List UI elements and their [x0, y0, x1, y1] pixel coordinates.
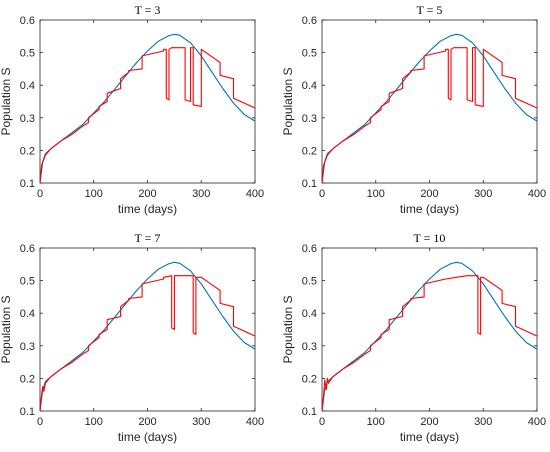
- y-tick-label: 0.2: [302, 145, 317, 157]
- subplot-4: 0 100 200 300 400 0.1 0.2 0.3 0.4 0.5 0.6 T = 10 tim…: [281, 231, 546, 444]
- series-line-red: [39, 47, 256, 184]
- y-tick-label: 0.4: [20, 308, 35, 320]
- subplot-title: T = 3: [135, 3, 161, 17]
- y-tick-label: 0.3: [20, 341, 35, 353]
- series-line-blue: [39, 261, 256, 412]
- x-tick-label: 400: [246, 188, 264, 200]
- x-tick-label: 400: [528, 188, 546, 200]
- x-tick-label: 200: [138, 188, 156, 200]
- x-tick-label: 100: [85, 188, 103, 200]
- x-tick-label: 400: [246, 416, 264, 428]
- subplot-2: 0 100 200 300 400 0.1 0.2 0.3 0.4 0.5 0.6 T = 5 time…: [281, 3, 546, 216]
- axes-box: [39, 247, 256, 412]
- x-tick-label: 0: [37, 188, 43, 200]
- series-line-red: [39, 275, 256, 412]
- y-tick-label: 0.1: [302, 178, 317, 190]
- y-tick-label: 0.5: [302, 276, 317, 288]
- x-axis-label: time (days): [118, 430, 177, 444]
- y-tick-label: 0.6: [302, 15, 317, 27]
- series-line-blue: [321, 33, 538, 184]
- y-tick-label: 0.4: [20, 80, 35, 92]
- x-tick-label: 200: [420, 416, 438, 428]
- subplot-title: T = 7: [135, 231, 161, 245]
- axes-box: [321, 247, 538, 412]
- y-tick-label: 0.5: [20, 48, 35, 60]
- subplot-title: T = 10: [414, 231, 446, 245]
- series-line-blue: [39, 33, 256, 184]
- y-tick-label: 0.5: [302, 48, 317, 60]
- y-tick-label: 0.3: [302, 113, 317, 125]
- y-tick-label: 0.6: [20, 243, 35, 255]
- x-tick-label: 200: [138, 416, 156, 428]
- subplot-1: 0 100 200 300 400 0.1 0.2 0.3 0.4 0.5 0.6 T = 3 time…: [0, 3, 264, 216]
- axes-box: [321, 19, 538, 184]
- x-tick-label: 300: [474, 188, 492, 200]
- x-tick-label: 0: [37, 416, 43, 428]
- y-axis-label: Population S: [281, 295, 295, 363]
- y-tick-label: 0.1: [20, 406, 35, 418]
- x-tick-label: 400: [528, 416, 546, 428]
- x-tick-label: 100: [85, 416, 103, 428]
- x-tick-label: 0: [319, 416, 325, 428]
- series-line-red: [321, 47, 538, 184]
- x-tick-label: 200: [420, 188, 438, 200]
- subplot-3: 0 100 200 300 400 0.1 0.2 0.3 0.4 0.5 0.6 T = 7 time…: [0, 231, 264, 444]
- x-tick-label: 0: [319, 188, 325, 200]
- y-tick-label: 0.6: [302, 243, 317, 255]
- y-tick-label: 0.4: [302, 80, 317, 92]
- y-tick-label: 0.4: [302, 308, 317, 320]
- axes-box: [39, 19, 256, 184]
- subplot-title: T = 5: [417, 3, 443, 17]
- x-tick-label: 300: [192, 416, 210, 428]
- y-axis-label: Population S: [0, 295, 13, 363]
- y-tick-label: 0.1: [302, 406, 317, 418]
- y-axis-label: Population S: [0, 67, 13, 135]
- x-axis-label: time (days): [400, 202, 459, 216]
- y-tick-label: 0.5: [20, 276, 35, 288]
- x-axis-label: time (days): [400, 430, 459, 444]
- x-tick-label: 100: [367, 188, 385, 200]
- x-tick-label: 300: [474, 416, 492, 428]
- series-line-red: [321, 275, 538, 412]
- series-line-blue: [321, 261, 538, 412]
- y-tick-label: 0.1: [20, 178, 35, 190]
- y-axis-label: Population S: [281, 67, 295, 135]
- y-tick-label: 0.3: [20, 113, 35, 125]
- x-tick-label: 100: [367, 416, 385, 428]
- y-tick-label: 0.3: [302, 341, 317, 353]
- x-axis-label: time (days): [118, 202, 177, 216]
- y-tick-label: 0.2: [20, 145, 35, 157]
- x-tick-label: 300: [192, 188, 210, 200]
- y-tick-label: 0.2: [20, 373, 35, 385]
- y-tick-label: 0.2: [302, 373, 317, 385]
- y-tick-label: 0.6: [20, 15, 35, 27]
